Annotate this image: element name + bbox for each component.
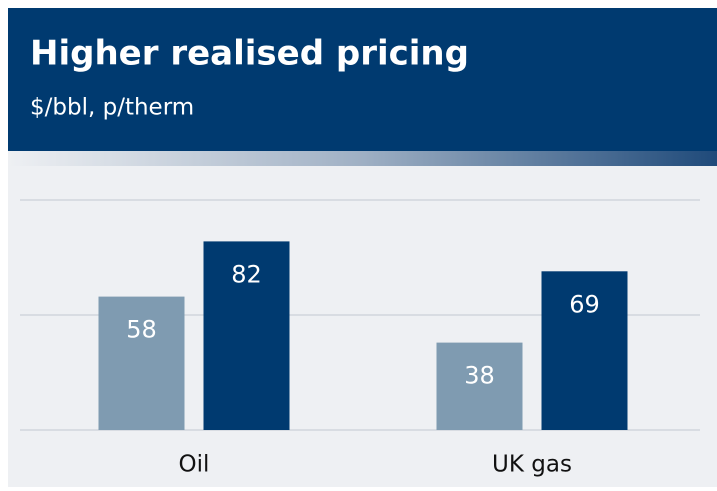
x-tick-label: UK gas — [492, 452, 572, 478]
bar — [203, 241, 290, 430]
bar — [541, 271, 628, 430]
chart-subtitle: $/bbl, p/therm — [30, 95, 194, 121]
bar — [98, 296, 185, 430]
data-label: 38 — [464, 362, 495, 390]
x-tick-label: Oil — [179, 452, 210, 478]
header-strip — [8, 151, 717, 166]
data-label: 58 — [126, 316, 157, 344]
data-label: 82 — [231, 260, 262, 288]
data-label: 69 — [569, 290, 600, 318]
header — [8, 8, 717, 151]
bar — [436, 342, 523, 430]
chart-title: Higher realised pricing — [30, 34, 469, 74]
